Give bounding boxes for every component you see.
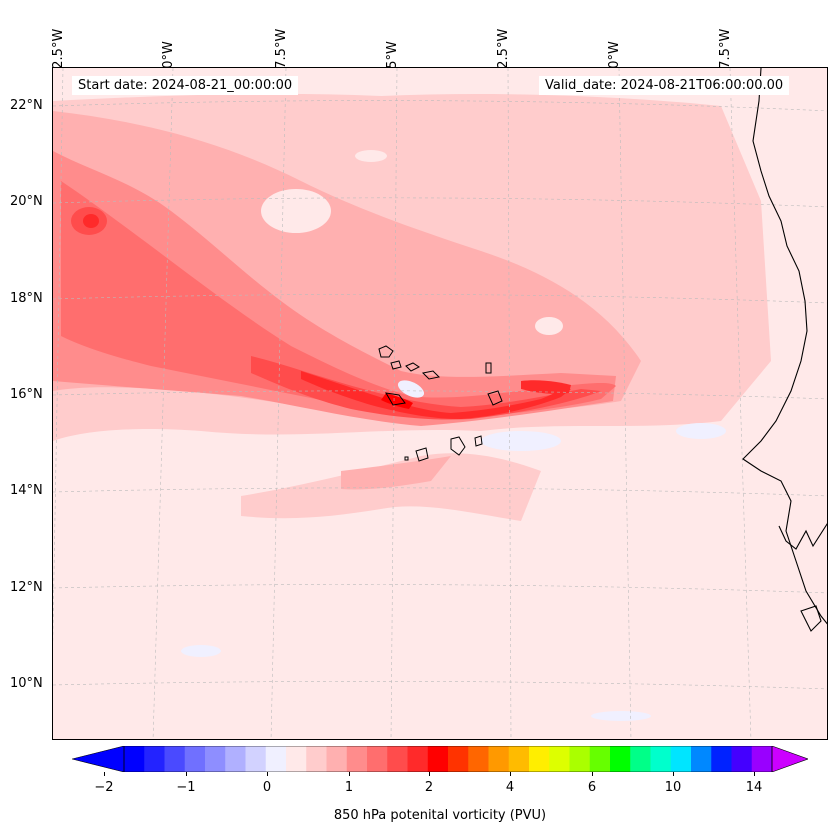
colorbar-segment xyxy=(144,746,165,772)
colorbar-segment xyxy=(569,746,591,772)
colorbar-segment xyxy=(549,746,570,772)
colorbar-extend-low xyxy=(72,746,125,772)
colorbar-tick xyxy=(267,772,268,776)
colorbar-segment xyxy=(630,746,651,772)
colorbar-segment xyxy=(589,746,611,772)
colorbar-segment xyxy=(184,746,206,772)
colorbar-tick-label: 1 xyxy=(344,780,354,795)
lat-label-10n: 10°N xyxy=(10,676,43,691)
colorbar-segment xyxy=(124,746,145,772)
start-date-label: Start date: 2024-08-21_00:00:00 xyxy=(72,76,299,95)
colorbar-segment xyxy=(306,746,327,772)
colorbar-segment xyxy=(670,746,692,772)
colorbar-segment xyxy=(488,746,510,772)
colorbar-segment xyxy=(245,746,267,772)
colorbar-tick xyxy=(104,772,105,776)
colorbar-tick xyxy=(592,772,593,776)
colorbar-segment xyxy=(610,746,631,772)
colorbar-segment xyxy=(346,746,368,772)
colorbar-segment xyxy=(529,746,550,772)
colorbar-tick xyxy=(186,772,187,776)
colorbar-segment xyxy=(427,746,449,772)
lat-label-16n: 16°N xyxy=(10,387,43,402)
colorbar-segment xyxy=(731,746,753,772)
valid-date-label: Valid_date: 2024-08-21T06:00:00.00 xyxy=(539,76,790,95)
colorbar-segment xyxy=(448,746,469,772)
colorbar-segment xyxy=(265,746,287,772)
colorbar-tick-label: 6 xyxy=(587,780,597,795)
colorbar-segment xyxy=(691,746,712,772)
colorbar-segment xyxy=(508,746,530,772)
coastlines xyxy=(742,68,827,632)
lat-label-22n: 22°N xyxy=(10,98,43,113)
african-coastline xyxy=(742,68,827,625)
colorbar-segment xyxy=(205,746,226,772)
colorbar-tick-label: 14 xyxy=(745,780,763,795)
lat-label-18n: 18°N xyxy=(10,291,43,306)
cape-verde-islands xyxy=(378,345,503,462)
colorbar-tick xyxy=(349,772,350,776)
colorbar-segment xyxy=(286,746,307,772)
colorbar-tick xyxy=(673,772,674,776)
colorbar-extend-high xyxy=(771,746,808,772)
colorbar-segments xyxy=(124,746,773,772)
colorbar-tick xyxy=(754,772,755,776)
colorbar-segment xyxy=(650,746,672,772)
colorbar-title: 850 hPa potenital vorticity (PVU) xyxy=(333,808,547,823)
colorbar-tick-label: 10 xyxy=(664,780,682,795)
colorbar-segment xyxy=(468,746,489,772)
colorbar-segment xyxy=(367,746,388,772)
pv-field-broad xyxy=(53,93,771,721)
colorbar-segment xyxy=(326,746,348,772)
colorbar-tick-label: 2 xyxy=(424,780,434,795)
colorbar-tick-label: 0 xyxy=(262,780,272,795)
colorbar-segment xyxy=(164,746,186,772)
colorbar-tick xyxy=(510,772,511,776)
colorbar-segment xyxy=(225,746,246,772)
pv-field xyxy=(53,68,827,739)
colorbar-tick-label: −2 xyxy=(94,780,114,795)
colorbar-tick-label: 4 xyxy=(505,780,515,795)
lat-label-14n: 14°N xyxy=(10,483,43,498)
colorbar-segment xyxy=(711,746,732,772)
colorbar-tick-label: −1 xyxy=(176,780,196,795)
lat-label-20n: 20°N xyxy=(10,194,43,209)
colorbar-tick xyxy=(429,772,430,776)
colorbar-segment xyxy=(751,746,773,772)
lat-label-12n: 12°N xyxy=(10,580,43,595)
pv-map xyxy=(52,67,828,740)
colorbar-segment xyxy=(387,746,408,772)
colorbar-segment xyxy=(407,746,429,772)
colorbar xyxy=(72,746,808,772)
